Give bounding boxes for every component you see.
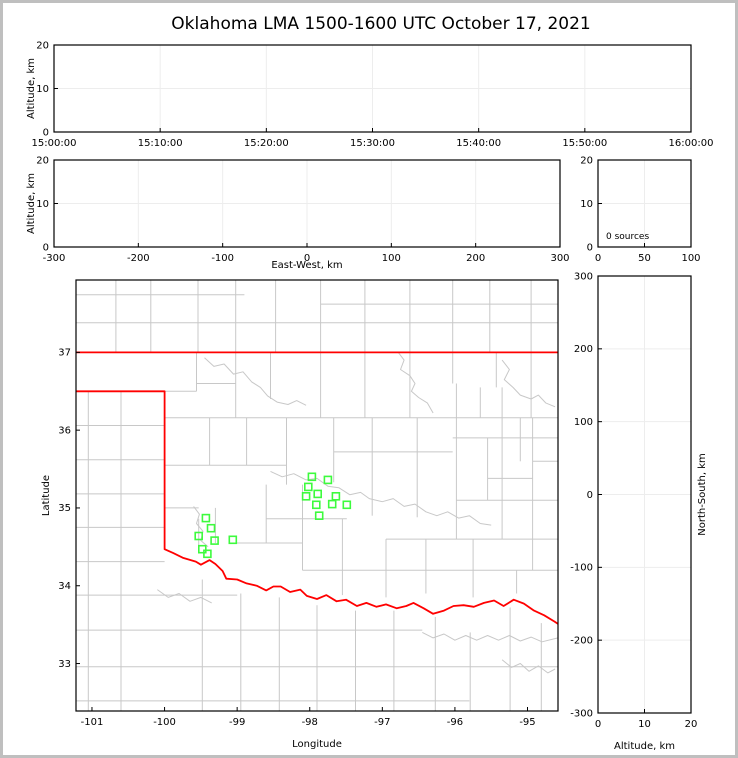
x-tick-label: 15:00:00 xyxy=(32,138,77,149)
x-tick-label: 15:30:00 xyxy=(350,138,395,149)
x-tick-label: 0 xyxy=(595,253,601,264)
y-tick-label: -200 xyxy=(570,635,593,646)
x-tick-label: 0 xyxy=(304,253,310,264)
y-tick-label: 10 xyxy=(36,199,49,210)
x-tick-label: 0 xyxy=(595,719,601,730)
x-tick-label: 200 xyxy=(466,253,485,264)
source-count-panel: 0 50 100 0 10 20 0 sources xyxy=(580,155,700,264)
lma-station-marker xyxy=(331,491,341,501)
x-tick-label: -101 xyxy=(81,717,104,728)
lma-station-marker xyxy=(314,511,324,521)
x-tick-label: 100 xyxy=(382,253,401,264)
y-tick-label: 100 xyxy=(574,417,593,428)
y-axis-label: Altitude, km xyxy=(26,58,37,119)
lma-station-marker xyxy=(342,500,352,510)
map-panel: -101 -100 -99 -98 -97 -96 -95 33 34 35 36 37 Longitu… xyxy=(41,279,559,750)
x-tick-label: -200 xyxy=(127,253,150,264)
y-tick-label: 36 xyxy=(58,425,71,436)
y-tick-label: 0 xyxy=(587,242,593,253)
y-tick-label: 35 xyxy=(58,503,71,514)
lma-station-marker xyxy=(327,499,337,509)
county-boundary-line xyxy=(193,506,209,548)
lma-station-marker xyxy=(303,482,313,492)
x-tick-label: -99 xyxy=(229,717,245,728)
ns-altitude-panel: 0 10 20 -300 -200 -100 0 100 200 300 Altitude, km N… xyxy=(570,271,708,752)
x-tick-label: 300 xyxy=(550,253,569,264)
x-tick-label: -300 xyxy=(43,253,66,264)
y-tick-label: -100 xyxy=(570,563,593,574)
lma-station-marker xyxy=(228,535,238,545)
lma-station-marker xyxy=(203,549,212,559)
ew-altitude-panel: -300 -200 -100 0 100 200 300 0 10 20 East-West, km… xyxy=(26,155,570,271)
y-tick-label: 200 xyxy=(574,344,593,355)
y-tick-label: 10 xyxy=(580,199,593,210)
lma-station-marker xyxy=(307,472,317,482)
y-tick-label: 0 xyxy=(43,127,49,138)
county-boundary-line xyxy=(397,352,434,414)
x-tick-label: 15:40:00 xyxy=(456,138,501,149)
x-tick-label: 20 xyxy=(685,719,698,730)
y-axis-label: Latitude xyxy=(41,475,52,516)
y-axis-label: Altitude, km xyxy=(26,173,37,234)
y-axis-label: North-South, km xyxy=(697,453,708,536)
x-tick-label: 10 xyxy=(638,719,651,730)
figure-svg: 15:00:00 15:10:00 15:20:00 15:30:00 15:40:00… xyxy=(26,40,713,752)
y-tick-label: 300 xyxy=(574,271,593,282)
time-altitude-panel: 15:00:00 15:10:00 15:20:00 15:30:00 15:40:00… xyxy=(26,40,713,149)
source-count-annotation: 0 sources xyxy=(606,232,649,242)
county-boundary-line xyxy=(501,659,556,674)
county-boundary-line xyxy=(501,359,556,408)
lma-station-marker xyxy=(301,491,311,501)
y-tick-label: 33 xyxy=(58,659,71,670)
y-tick-label: 37 xyxy=(58,348,71,359)
x-tick-label: 50 xyxy=(638,253,651,264)
lma-station-marker xyxy=(201,513,211,523)
x-tick-label: -97 xyxy=(374,717,390,728)
lma-station-marker xyxy=(194,531,203,541)
county-boundary-line xyxy=(422,631,559,643)
lma-station-marker xyxy=(206,523,216,533)
county-boundary-line xyxy=(270,470,492,526)
lma-station-marker xyxy=(313,489,323,499)
county-boundary-line xyxy=(157,589,212,604)
x-axis-label: Longitude xyxy=(292,739,342,750)
x-axis-label: Altitude, km xyxy=(614,741,675,752)
y-tick-label: 20 xyxy=(580,155,593,166)
y-tick-label: 20 xyxy=(36,155,49,166)
x-tick-label: -100 xyxy=(153,717,176,728)
lma-station-marker xyxy=(198,544,207,554)
figure-title: Oklahoma LMA 1500-1600 UTC October 17, 2… xyxy=(171,14,591,34)
panel-border xyxy=(75,279,559,712)
y-tick-label: 0 xyxy=(587,490,593,501)
lma-station-marker xyxy=(311,500,321,510)
x-tick-label: -98 xyxy=(302,717,318,728)
y-tick-label: 20 xyxy=(36,40,49,51)
state-border-line xyxy=(76,390,559,625)
x-tick-label: -100 xyxy=(211,253,234,264)
y-tick-label: 0 xyxy=(43,242,49,253)
x-axis-label: East-West, km xyxy=(271,260,342,271)
y-tick-label: 10 xyxy=(36,84,49,95)
x-tick-label: 15:10:00 xyxy=(138,138,183,149)
x-tick-label: 15:20:00 xyxy=(244,138,289,149)
y-tick-label: 34 xyxy=(58,581,71,592)
lma-station-marker xyxy=(210,536,219,545)
x-tick-label: -95 xyxy=(519,717,535,728)
lma-station-marker xyxy=(323,475,333,485)
x-tick-label: 16:00:00 xyxy=(669,138,714,149)
x-tick-label: 100 xyxy=(681,253,700,264)
y-tick-label: -300 xyxy=(570,708,593,719)
x-tick-label: 15:50:00 xyxy=(562,138,607,149)
x-tick-label: -96 xyxy=(447,717,463,728)
county-boundary-line xyxy=(204,357,307,406)
